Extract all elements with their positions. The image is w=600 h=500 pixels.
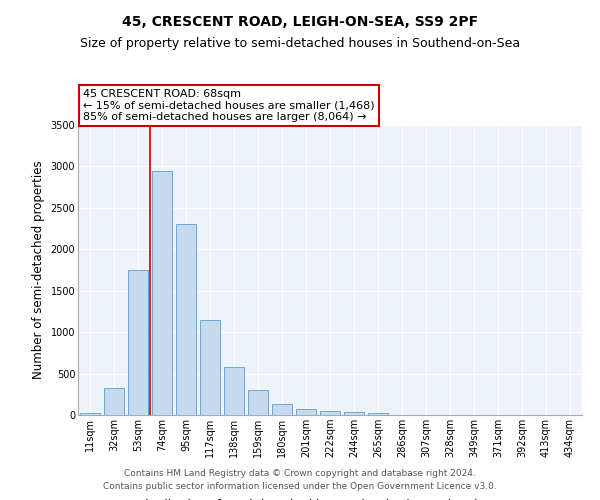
Bar: [272, 404, 292, 415]
Text: Contains public sector information licensed under the Open Government Licence v3: Contains public sector information licen…: [103, 482, 497, 491]
Bar: [200, 320, 220, 415]
Bar: [320, 411, 340, 415]
Bar: [368, 412, 388, 415]
Bar: [344, 412, 364, 415]
Bar: [296, 409, 316, 415]
Bar: [104, 388, 124, 415]
Bar: [176, 224, 196, 415]
Text: 45 CRESCENT ROAD: 68sqm
← 15% of semi-detached houses are smaller (1,468)
85% of: 45 CRESCENT ROAD: 68sqm ← 15% of semi-de…: [83, 89, 374, 122]
Bar: [80, 413, 100, 415]
Bar: [128, 270, 148, 415]
Text: Size of property relative to semi-detached houses in Southend-on-Sea: Size of property relative to semi-detach…: [80, 38, 520, 51]
Bar: [152, 170, 172, 415]
Text: 45, CRESCENT ROAD, LEIGH-ON-SEA, SS9 2PF: 45, CRESCENT ROAD, LEIGH-ON-SEA, SS9 2PF: [122, 15, 478, 29]
Y-axis label: Number of semi-detached properties: Number of semi-detached properties: [32, 160, 45, 380]
X-axis label: Distribution of semi-detached houses by size in Southend-on-Sea: Distribution of semi-detached houses by …: [137, 499, 523, 500]
Text: Contains HM Land Registry data © Crown copyright and database right 2024.: Contains HM Land Registry data © Crown c…: [124, 468, 476, 477]
Bar: [224, 368, 244, 415]
Bar: [248, 390, 268, 415]
